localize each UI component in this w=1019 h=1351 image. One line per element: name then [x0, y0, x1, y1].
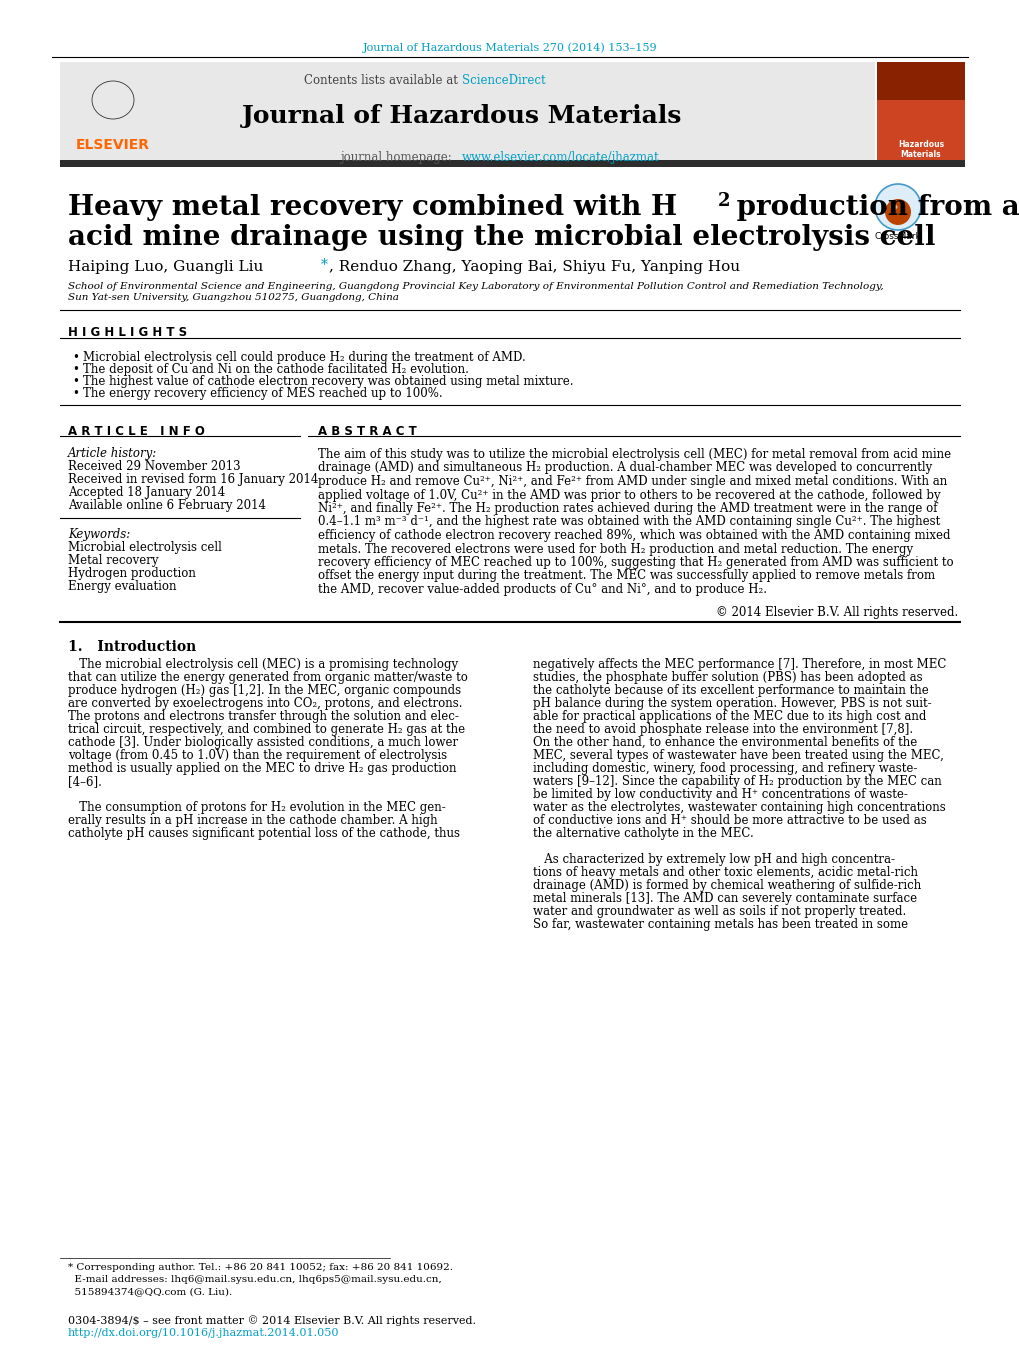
- Text: So far, wastewater containing metals has been treated in some: So far, wastewater containing metals has…: [533, 917, 907, 931]
- Text: negatively affects the MEC performance [7]. Therefore, in most MEC: negatively affects the MEC performance […: [533, 658, 946, 671]
- Text: •: •: [72, 386, 78, 400]
- Text: Article history:: Article history:: [68, 447, 157, 459]
- Text: trical circuit, respectively, and combined to generate H₂ gas at the: trical circuit, respectively, and combin…: [68, 723, 465, 736]
- Bar: [876, 62, 964, 162]
- Text: The microbial electrolysis cell (MEC) is a promising technology: The microbial electrolysis cell (MEC) is…: [68, 658, 458, 671]
- Text: able for practical applications of the MEC due to its high cost and: able for practical applications of the M…: [533, 711, 925, 723]
- Text: Received in revised form 16 January 2014: Received in revised form 16 January 2014: [68, 473, 318, 486]
- Text: Ni²⁺, and finally Fe²⁺. The H₂ production rates achieved during the AMD treatmen: Ni²⁺, and finally Fe²⁺. The H₂ productio…: [318, 503, 936, 515]
- Text: CrossMark: CrossMark: [873, 232, 920, 240]
- Text: the catholyte because of its excellent performance to maintain the: the catholyte because of its excellent p…: [533, 684, 928, 697]
- Text: water as the electrolytes, wastewater containing high concentrations: water as the electrolytes, wastewater co…: [533, 801, 945, 815]
- Text: be limited by low conductivity and H⁺ concentrations of waste-: be limited by low conductivity and H⁺ co…: [533, 788, 907, 801]
- Text: The aim of this study was to utilize the microbial electrolysis cell (MEC) for m: The aim of this study was to utilize the…: [318, 449, 950, 461]
- Text: The energy recovery efficiency of MES reached up to 100%.: The energy recovery efficiency of MES re…: [83, 386, 442, 400]
- Text: Microbial electrolysis cell could produce H₂ during the treatment of AMD.: Microbial electrolysis cell could produc…: [83, 351, 525, 363]
- Text: journal homepage:: journal homepage:: [339, 151, 455, 163]
- Text: efficiency of cathode electron recovery reached 89%, which was obtained with the: efficiency of cathode electron recovery …: [318, 530, 950, 542]
- Text: Metal recovery: Metal recovery: [68, 554, 158, 567]
- Text: that can utilize the energy generated from organic matter/waste to: that can utilize the energy generated fr…: [68, 671, 468, 684]
- Text: Sun Yat-sen University, Guangzhou 510275, Guangdong, China: Sun Yat-sen University, Guangzhou 510275…: [68, 293, 398, 303]
- Text: method is usually applied on the MEC to drive H₂ gas production: method is usually applied on the MEC to …: [68, 762, 457, 775]
- Text: On the other hand, to enhance the environmental benefits of the: On the other hand, to enhance the enviro…: [533, 736, 916, 748]
- Text: © 2014 Elsevier B.V. All rights reserved.: © 2014 Elsevier B.V. All rights reserved…: [715, 607, 957, 619]
- Text: MEC, several types of wastewater have been treated using the MEC,: MEC, several types of wastewater have be…: [533, 748, 943, 762]
- Bar: [60, 159, 964, 168]
- Text: Contents lists available at: Contents lists available at: [304, 74, 462, 86]
- Bar: [876, 62, 964, 100]
- Text: waters [9–12]. Since the capability of H₂ production by the MEC can: waters [9–12]. Since the capability of H…: [533, 775, 941, 788]
- Text: School of Environmental Science and Engineering, Guangdong Provincial Key Labora: School of Environmental Science and Engi…: [68, 282, 882, 290]
- Text: [4–6].: [4–6].: [68, 775, 102, 788]
- Text: www.elsevier.com/locate/jhazmat: www.elsevier.com/locate/jhazmat: [462, 151, 659, 163]
- Text: The deposit of Cu and Ni on the cathode facilitated H₂ evolution.: The deposit of Cu and Ni on the cathode …: [83, 363, 469, 376]
- Text: 2: 2: [717, 192, 730, 209]
- Ellipse shape: [890, 204, 897, 209]
- Text: Accepted 18 January 2014: Accepted 18 January 2014: [68, 486, 225, 499]
- Text: Journal of Hazardous Materials 270 (2014) 153–159: Journal of Hazardous Materials 270 (2014…: [363, 42, 656, 53]
- Text: H I G H L I G H T S: H I G H L I G H T S: [68, 326, 186, 339]
- Text: drainage (AMD) and simultaneous H₂ production. A dual-chamber MEC was developed : drainage (AMD) and simultaneous H₂ produ…: [318, 462, 931, 474]
- Text: studies, the phosphate buffer solution (PBS) has been adopted as: studies, the phosphate buffer solution (…: [533, 671, 922, 684]
- Text: the alternative catholyte in the MEC.: the alternative catholyte in the MEC.: [533, 827, 753, 840]
- Text: are converted by exoelectrogens into CO₂, protons, and electrons.: are converted by exoelectrogens into CO₂…: [68, 697, 462, 711]
- Text: applied voltage of 1.0V, Cu²⁺ in the AMD was prior to others to be recovered at : applied voltage of 1.0V, Cu²⁺ in the AMD…: [318, 489, 940, 501]
- Text: The protons and electrons transfer through the solution and elec-: The protons and electrons transfer throu…: [68, 711, 459, 723]
- Text: •: •: [72, 351, 78, 363]
- Text: Heavy metal recovery combined with H: Heavy metal recovery combined with H: [68, 195, 677, 222]
- Text: metal minerals [13]. The AMD can severely contaminate surface: metal minerals [13]. The AMD can severel…: [533, 892, 916, 905]
- Text: acid mine drainage using the microbial electrolysis cell: acid mine drainage using the microbial e…: [68, 224, 934, 251]
- Text: recovery efficiency of MEC reached up to 100%, suggesting that H₂ generated from: recovery efficiency of MEC reached up to…: [318, 557, 953, 569]
- Text: the need to avoid phosphate release into the environment [7,8].: the need to avoid phosphate release into…: [533, 723, 912, 736]
- Text: E-mail addresses: lhq6@mail.sysu.edu.cn, lhq6ps5@mail.sysu.edu.cn,: E-mail addresses: lhq6@mail.sysu.edu.cn,…: [68, 1275, 441, 1283]
- Text: Energy evaluation: Energy evaluation: [68, 580, 176, 593]
- Text: A B S T R A C T: A B S T R A C T: [318, 426, 417, 438]
- Text: produce hydrogen (H₂) gas [1,2]. In the MEC, organic compounds: produce hydrogen (H₂) gas [1,2]. In the …: [68, 684, 461, 697]
- Text: 0.4–1.1 m³ m⁻³ d⁻¹, and the highest rate was obtained with the AMD containing si: 0.4–1.1 m³ m⁻³ d⁻¹, and the highest rate…: [318, 516, 940, 528]
- Text: pH balance during the system operation. However, PBS is not suit-: pH balance during the system operation. …: [533, 697, 930, 711]
- Text: produce H₂ and remove Cu²⁺, Ni²⁺, and Fe²⁺ from AMD under single and mixed metal: produce H₂ and remove Cu²⁺, Ni²⁺, and Fe…: [318, 476, 947, 488]
- Text: A R T I C L E   I N F O: A R T I C L E I N F O: [68, 426, 205, 438]
- Text: http://dx.doi.org/10.1016/j.jhazmat.2014.01.050: http://dx.doi.org/10.1016/j.jhazmat.2014…: [68, 1328, 339, 1337]
- Text: voltage (from 0.45 to 1.0V) than the requirement of electrolysis: voltage (from 0.45 to 1.0V) than the req…: [68, 748, 446, 762]
- Text: the AMD, recover value-added products of Cu° and Ni°, and to produce H₂.: the AMD, recover value-added products of…: [318, 584, 766, 596]
- Text: The highest value of cathode electron recovery was obtained using metal mixture.: The highest value of cathode electron re…: [83, 376, 573, 388]
- Text: including domestic, winery, food processing, and refinery waste-: including domestic, winery, food process…: [533, 762, 916, 775]
- Text: Journal of Hazardous Materials: Journal of Hazardous Materials: [242, 104, 682, 128]
- Text: water and groundwater as well as soils if not properly treated.: water and groundwater as well as soils i…: [533, 905, 905, 917]
- Text: catholyte pH causes significant potential loss of the cathode, thus: catholyte pH causes significant potentia…: [68, 827, 460, 840]
- Text: ScienceDirect: ScienceDirect: [462, 74, 545, 86]
- Text: 1.   Introduction: 1. Introduction: [68, 640, 196, 654]
- Text: * Corresponding author. Tel.: +86 20 841 10052; fax: +86 20 841 10692.: * Corresponding author. Tel.: +86 20 841…: [68, 1263, 452, 1273]
- Text: Available online 6 February 2014: Available online 6 February 2014: [68, 499, 266, 512]
- Text: metals. The recovered electrons were used for both H₂ production and metal reduc: metals. The recovered electrons were use…: [318, 543, 912, 555]
- Text: Haiping Luo, Guangli Liu: Haiping Luo, Guangli Liu: [68, 259, 263, 274]
- Text: offset the energy input during the treatment. The MEC was successfully applied t: offset the energy input during the treat…: [318, 570, 934, 582]
- Text: production from artificial: production from artificial: [727, 195, 1019, 222]
- Text: drainage (AMD) is formed by chemical weathering of sulfide-rich: drainage (AMD) is formed by chemical wea…: [533, 880, 920, 892]
- Text: *: *: [321, 258, 327, 272]
- Text: Hazardous
Materials: Hazardous Materials: [897, 141, 944, 159]
- Circle shape: [884, 199, 910, 226]
- Text: cathode [3]. Under biologically assisted conditions, a much lower: cathode [3]. Under biologically assisted…: [68, 736, 458, 748]
- Text: , Renduo Zhang, Yaoping Bai, Shiyu Fu, Yanping Hou: , Renduo Zhang, Yaoping Bai, Shiyu Fu, Y…: [329, 259, 740, 274]
- Text: Keywords:: Keywords:: [68, 528, 130, 540]
- Text: of conductive ions and H⁺ should be more attractive to be used as: of conductive ions and H⁺ should be more…: [533, 815, 926, 827]
- Text: 0304-3894/$ – see front matter © 2014 Elsevier B.V. All rights reserved.: 0304-3894/$ – see front matter © 2014 El…: [68, 1315, 476, 1325]
- Text: Hydrogen production: Hydrogen production: [68, 567, 196, 580]
- Text: Received 29 November 2013: Received 29 November 2013: [68, 459, 240, 473]
- Circle shape: [874, 184, 920, 230]
- Text: As characterized by extremely low pH and high concentra-: As characterized by extremely low pH and…: [533, 852, 894, 866]
- Text: Microbial electrolysis cell: Microbial electrolysis cell: [68, 540, 222, 554]
- Text: 515894374@QQ.com (G. Liu).: 515894374@QQ.com (G. Liu).: [68, 1288, 232, 1296]
- Text: ELSEVIER: ELSEVIER: [76, 138, 150, 153]
- Text: The consumption of protons for H₂ evolution in the MEC gen-: The consumption of protons for H₂ evolut…: [68, 801, 445, 815]
- Text: •: •: [72, 363, 78, 376]
- Bar: [60, 62, 874, 162]
- Text: erally results in a pH increase in the cathode chamber. A high: erally results in a pH increase in the c…: [68, 815, 437, 827]
- Text: •: •: [72, 376, 78, 388]
- Text: tions of heavy metals and other toxic elements, acidic metal-rich: tions of heavy metals and other toxic el…: [533, 866, 917, 880]
